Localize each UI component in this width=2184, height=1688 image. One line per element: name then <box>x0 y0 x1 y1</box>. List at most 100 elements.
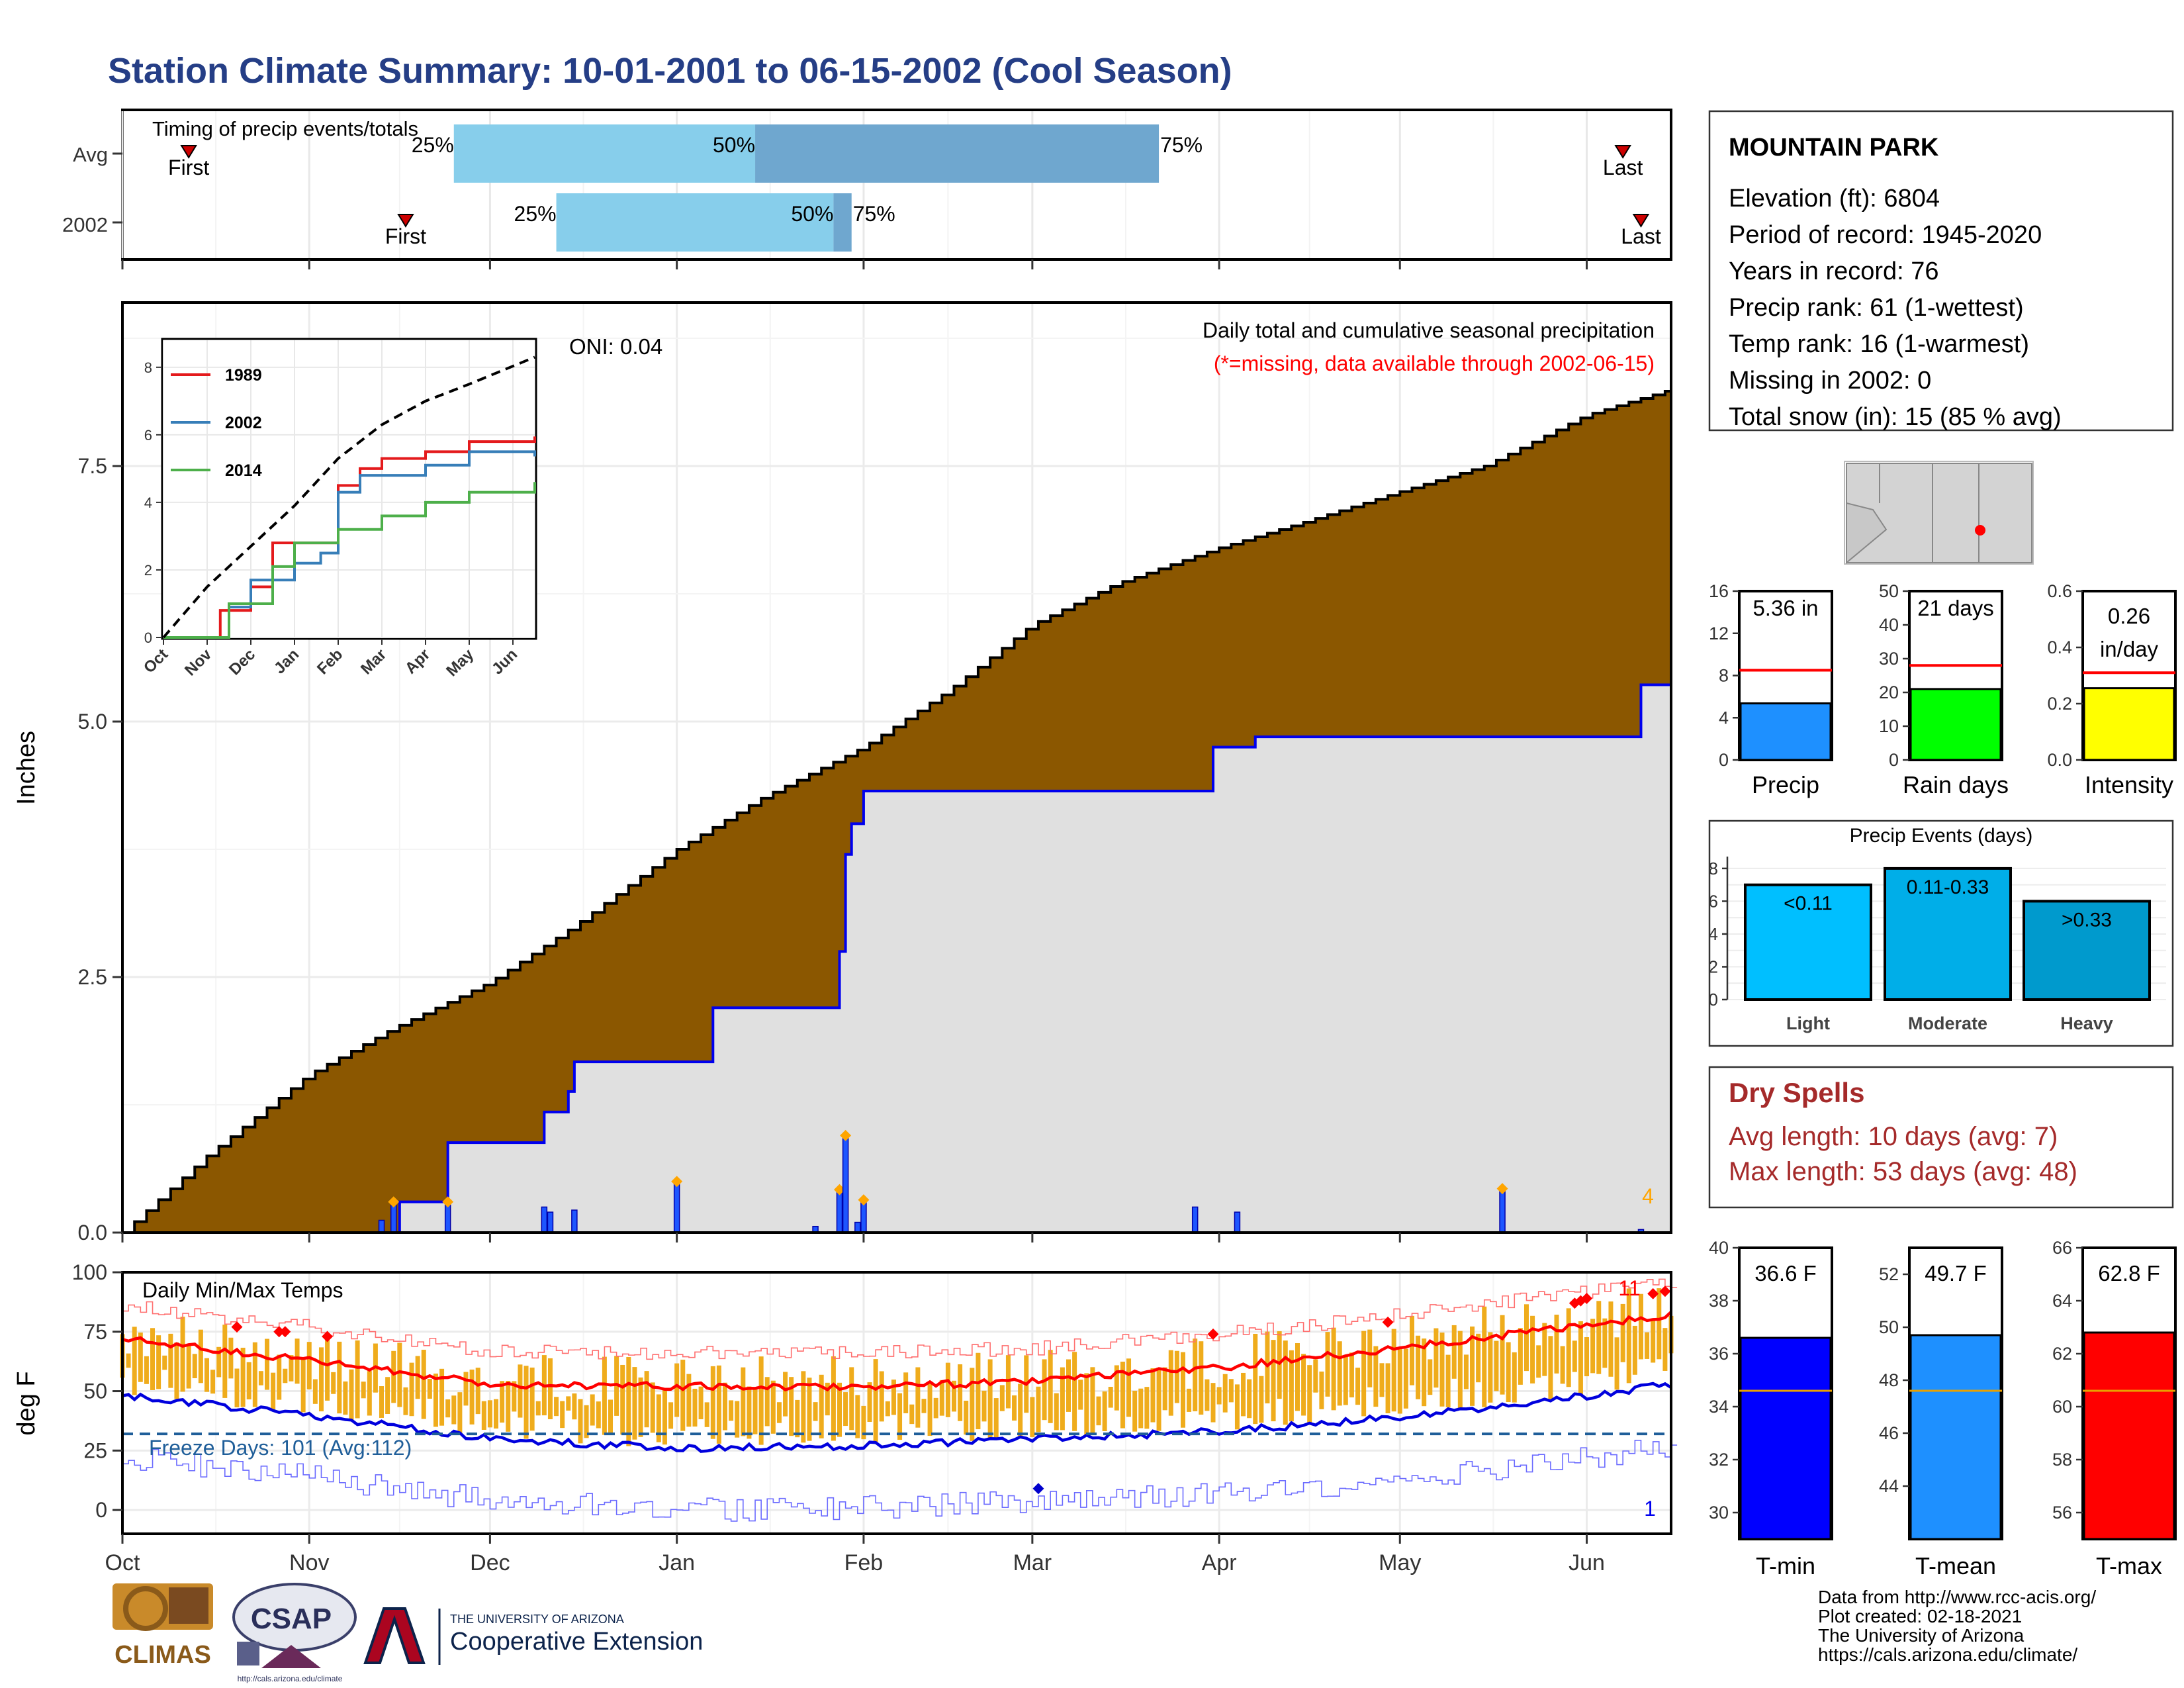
daily-precip-bar <box>1499 1188 1506 1233</box>
csap-logo-url: http://cals.arizona.edu/climate <box>238 1674 343 1683</box>
inset-y-tick-label: 2 <box>144 562 152 579</box>
daily-temp-bar <box>1451 1325 1457 1379</box>
daily-temp-bar <box>506 1380 511 1432</box>
daily-temp-bar <box>789 1377 794 1436</box>
timing-bars: 25% 50% 75% First Last 25% 50% 75% First Last <box>113 124 1661 269</box>
events-y-tick-label: 8 <box>1709 859 1718 878</box>
daily-temp-bar <box>391 1350 396 1403</box>
daily-temp-bar <box>1120 1362 1125 1429</box>
daily-temp-bar <box>1253 1333 1258 1425</box>
gauge-tick-label: 0.2 <box>2047 694 2072 714</box>
daily-temp-bar <box>885 1401 890 1417</box>
precip-y-tick-label: 2.5 <box>78 965 107 989</box>
map-state-west <box>1846 502 1888 565</box>
daily-temp-bar <box>1645 1332 1650 1359</box>
x-tick-label: Nov <box>289 1550 329 1575</box>
daily-temp-bar <box>970 1368 975 1441</box>
month-x-axis: Oct Nov Dec Jan Feb Mar Apr May Jun <box>105 1534 1605 1575</box>
daily-temp-bar <box>602 1356 607 1435</box>
daily-temp-bar <box>783 1372 788 1417</box>
x-tick-label: Jan <box>659 1550 695 1575</box>
daily-precip-bar <box>541 1206 548 1233</box>
daily-temp-bar <box>813 1402 818 1421</box>
daily-temp-bar <box>1277 1331 1282 1399</box>
daily-precip-bar <box>854 1221 861 1233</box>
daily-temp-bar <box>252 1342 257 1407</box>
gauge-tick-label: 0 <box>1889 750 1899 770</box>
daily-temp-bar <box>246 1362 251 1400</box>
timing-p75-label: 75% <box>853 202 895 226</box>
daily-temp-bar <box>668 1402 674 1429</box>
gauge-intensity: 0.0 0.2 0.4 0.6 0.26 in/day Intensity <box>2047 581 2177 798</box>
precip-panel: 0.0 2.5 5.0 7.5 Inches ONI: 0.04 Daily tota… <box>13 301 1672 1244</box>
page-title: Station Climate Summary: 10-01-2001 to 0… <box>108 51 1232 91</box>
daily-temp-bar <box>1409 1315 1414 1385</box>
record-low-marker <box>1032 1483 1044 1495</box>
daily-temp-bar <box>1542 1323 1547 1376</box>
station-missing: Missing in 2002: 0 <box>1729 367 1931 395</box>
oni-value: ONI: 0.04 <box>569 334 662 359</box>
footer-url: https://cals.arizona.edu/climate/ <box>1818 1644 2077 1665</box>
daily-temp-bar <box>1608 1301 1614 1377</box>
daily-temp-bar <box>638 1377 643 1437</box>
inset-series-lines <box>162 355 536 639</box>
cumulative-2002-area <box>122 684 1671 1233</box>
daily-temp-bar <box>439 1368 445 1426</box>
daily-temp-bar <box>228 1337 234 1379</box>
daily-temp-bar <box>692 1388 698 1427</box>
daily-temp-bar <box>1391 1329 1396 1412</box>
precip-legend-line1: Daily total and cumulative seasonal prec… <box>1203 318 1655 342</box>
daily-temp-bar <box>951 1380 956 1412</box>
daily-temp-bar <box>234 1368 240 1407</box>
snow-marker <box>858 1194 870 1206</box>
record-high-marker <box>1382 1316 1394 1328</box>
average-min-temp-line <box>122 1382 1672 1453</box>
gauge-label: Precip <box>1752 771 1819 798</box>
events-y-tick-label: 6 <box>1709 891 1718 911</box>
csap-logo: CSAP http://cals.arizona.edu/climate <box>232 1583 357 1683</box>
snow-marker <box>840 1129 852 1141</box>
daily-temp-bar <box>463 1372 469 1406</box>
cumulative-average-outline <box>122 389 1671 1234</box>
gauge-tick-label: 30 <box>1879 649 1899 669</box>
gauge-t-min: 30 32 34 36 38 40 36.6 F T-min <box>1709 1238 1833 1579</box>
gauge-tick-label: 20 <box>1879 682 1899 702</box>
daily-temp-bar <box>843 1392 848 1427</box>
daily-temp-bar <box>1030 1397 1035 1437</box>
daily-temp-bar <box>723 1382 728 1430</box>
daily-precip-bars <box>378 1129 1645 1233</box>
timing-p75-label: 75% <box>1160 133 1203 157</box>
gauge-tick-label: 64 <box>2052 1291 2072 1311</box>
gauge-tick-label: 66 <box>2052 1238 2072 1258</box>
x-tick-label: Mar <box>1013 1550 1052 1575</box>
inset-y-tick-label: 8 <box>144 359 152 376</box>
events-bar <box>1744 883 1872 1001</box>
gauge-rain-days: 0 10 20 30 40 50 21 days Rain days <box>1879 581 2009 798</box>
precip-events-title: Precip Events (days) <box>1850 825 2033 847</box>
daily-temp-bar <box>469 1369 475 1425</box>
daily-temp-bar <box>680 1360 686 1431</box>
daily-temp-bar <box>795 1399 800 1438</box>
x-tick-label: Dec <box>470 1550 510 1575</box>
daily-temp-bar <box>758 1356 764 1445</box>
inset-line-avg <box>162 355 535 639</box>
gauge-tick-label: 4 <box>1719 708 1729 727</box>
gauge-tick-label: 48 <box>1879 1370 1899 1390</box>
daily-temp-bar <box>258 1371 263 1385</box>
daily-temp-bar <box>1367 1329 1373 1387</box>
daily-temp-bar <box>415 1356 420 1399</box>
gauge-tick-label: 38 <box>1709 1291 1729 1311</box>
average-max-temp-line <box>122 1311 1672 1392</box>
daily-temp-bar <box>138 1333 143 1382</box>
daily-temp-bar <box>1403 1348 1408 1409</box>
x-tick-label: May <box>1379 1550 1421 1575</box>
daily-temp-bar <box>825 1382 830 1416</box>
daily-temp-bar <box>445 1399 451 1418</box>
daily-temp-bar <box>150 1328 156 1390</box>
daily-temp-bar <box>277 1354 282 1400</box>
daily-temp-bar <box>1012 1395 1017 1421</box>
climas-logo-text: CLIMAS <box>114 1641 211 1669</box>
timing-row-label-2002: 2002 <box>62 213 108 236</box>
daily-temp-bar <box>873 1359 878 1442</box>
daily-temp-bar <box>572 1393 577 1420</box>
